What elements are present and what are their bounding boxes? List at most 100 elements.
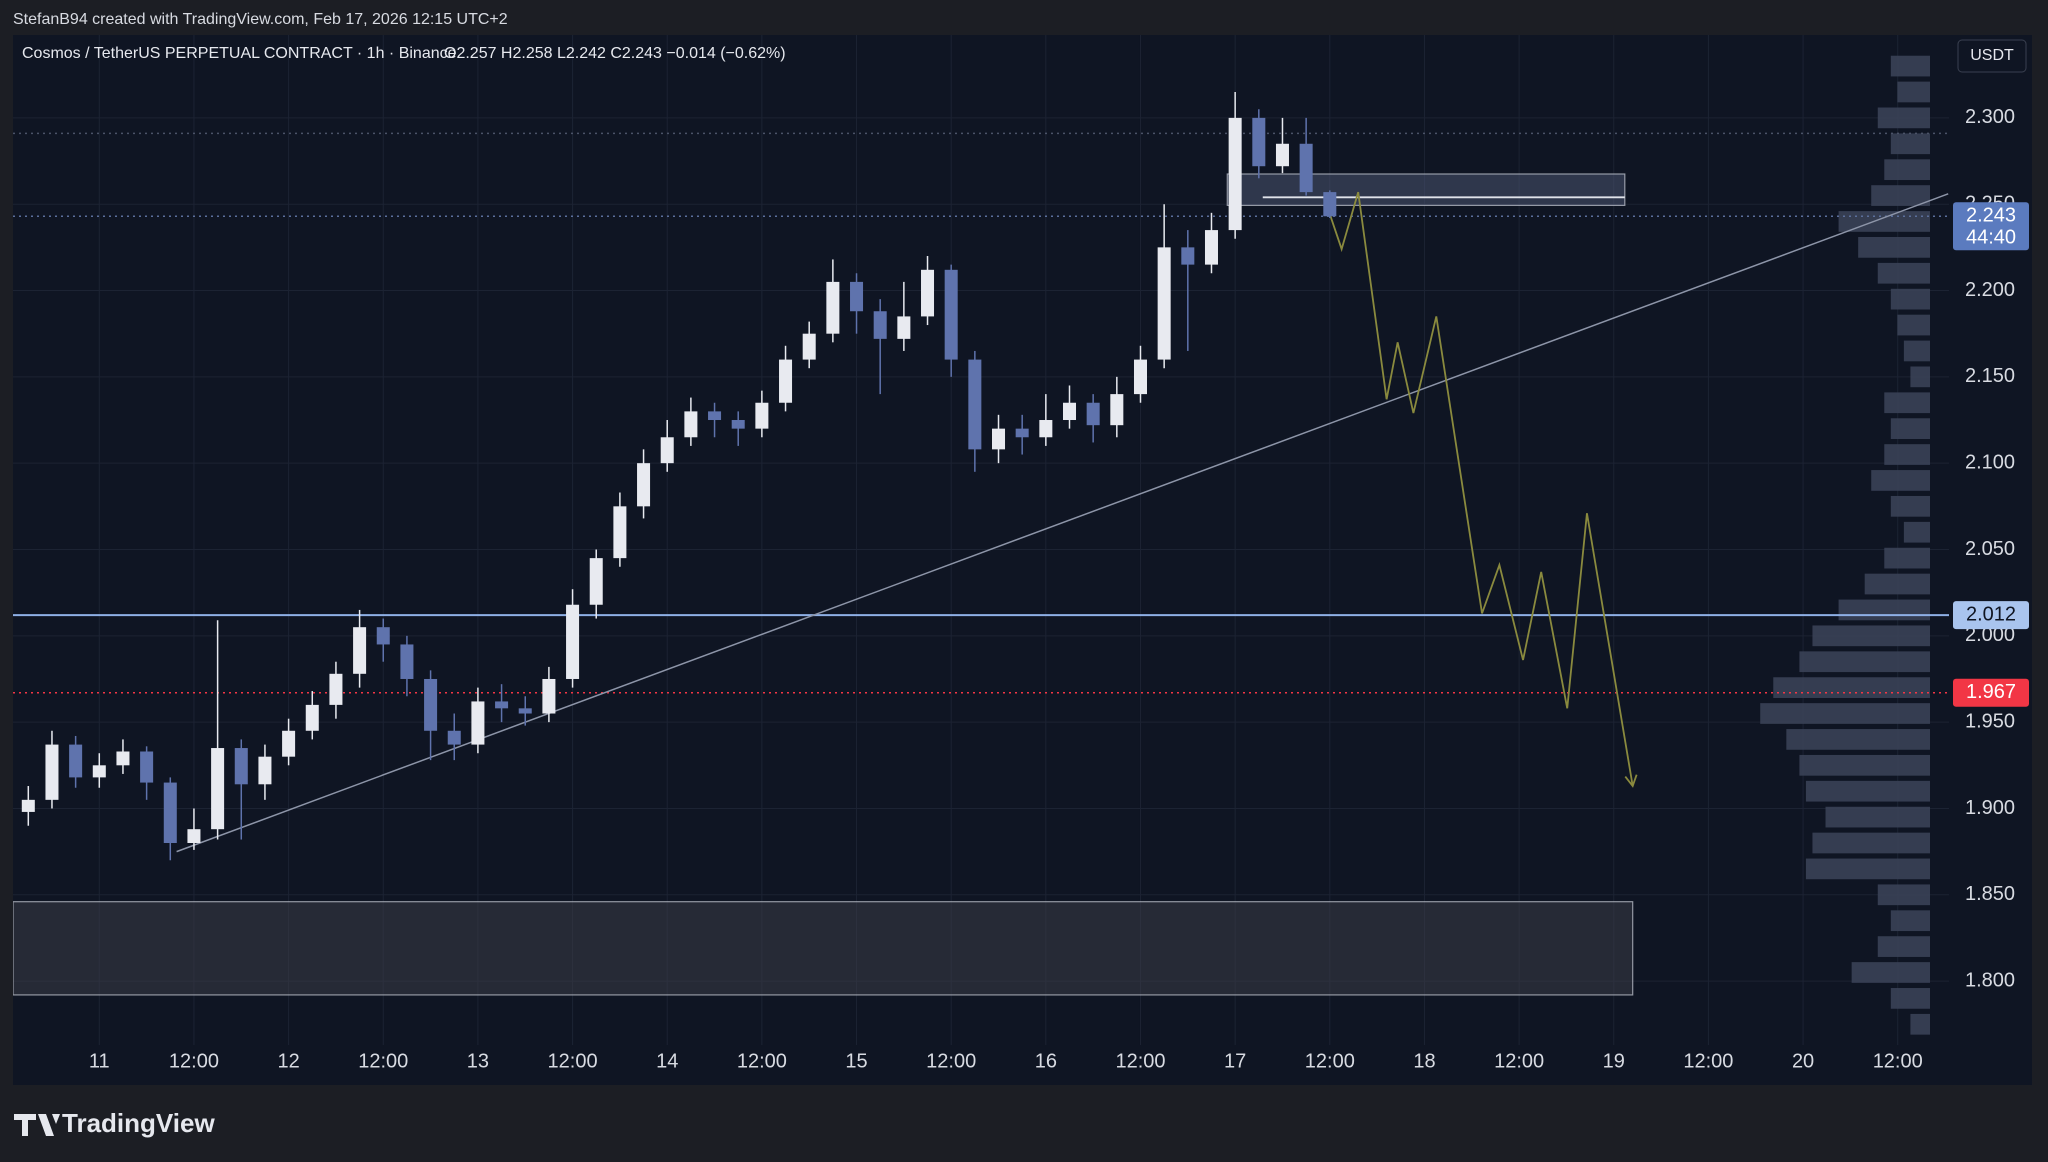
currency-box[interactable] <box>1957 39 2027 73</box>
candle-body <box>850 281 864 312</box>
volume-bar <box>1903 521 1930 543</box>
volume-bar <box>1890 55 1930 77</box>
credit: StefanB94 created with TradingView.com, … <box>13 11 508 28</box>
volume-bar <box>1871 470 1930 491</box>
candle-body <box>376 627 390 645</box>
candle-body <box>968 359 982 450</box>
price-label: 1.967 <box>1966 681 2016 703</box>
x-tick-label: 12:00 <box>358 1050 408 1072</box>
candle-body <box>116 751 130 766</box>
volume-bar <box>1890 133 1930 155</box>
x-tick-label: 14 <box>656 1050 678 1072</box>
volume-bar <box>1799 651 1930 673</box>
candle-body <box>897 316 911 339</box>
y-tick-label: 2.050 <box>1965 538 2015 560</box>
price-label-timer: 44:40 <box>1966 227 2016 249</box>
volume-bar <box>1897 81 1930 103</box>
y-tick-label: 2.150 <box>1965 365 2015 387</box>
candle-body <box>1299 143 1313 193</box>
candle-body <box>637 463 651 507</box>
price-label-box <box>1953 202 2029 251</box>
x-tick-label: 15 <box>845 1050 867 1072</box>
x-tick-label: 12:00 <box>926 1050 976 1072</box>
x-tick-label: 20 <box>1792 1050 1814 1072</box>
candle-body <box>992 428 1006 450</box>
volume-bar <box>1884 392 1930 414</box>
candle-body <box>447 730 461 745</box>
candle-body <box>1228 117 1242 231</box>
candle-body <box>258 756 272 785</box>
volume-bar <box>1864 573 1930 595</box>
candle-body <box>1323 192 1337 217</box>
volume-bar <box>1825 806 1930 828</box>
candle-body <box>542 678 556 714</box>
candle-body <box>140 751 154 783</box>
volume-bar <box>1877 884 1930 906</box>
volume-bar <box>1877 107 1930 129</box>
zone <box>1226 173 1626 207</box>
x-tick-label: 12:00 <box>548 1050 598 1072</box>
candle-body <box>305 704 319 731</box>
volume-bar <box>1871 185 1930 206</box>
candle-body <box>187 829 201 843</box>
candle-body <box>329 673 343 705</box>
candle-body <box>1086 402 1100 426</box>
volume-bar <box>1890 495 1930 517</box>
candle-body <box>1157 247 1171 360</box>
volume-bar <box>1812 625 1930 647</box>
logo-icon <box>14 1114 60 1136</box>
candle-body <box>1204 230 1218 265</box>
y-tick-label: 1.950 <box>1965 710 2015 732</box>
candle-body <box>1252 117 1266 167</box>
volume-bar <box>1786 729 1930 750</box>
candle-body <box>1110 394 1124 426</box>
candle-body <box>282 730 296 757</box>
candle-body <box>613 506 627 559</box>
x-tick-label: 19 <box>1603 1050 1625 1072</box>
volume-bar <box>1884 159 1930 181</box>
logo: TradingView <box>14 1108 215 1138</box>
x-tick-label: 12:00 <box>1494 1050 1544 1072</box>
candle-body <box>873 311 887 339</box>
candle-body <box>566 604 580 679</box>
candle-body <box>708 411 722 421</box>
volume-bar <box>1812 832 1930 854</box>
x-tick-label: 12:00 <box>169 1050 219 1072</box>
candle-body <box>731 420 745 429</box>
candle-body <box>353 627 367 674</box>
x-tick-label: 18 <box>1413 1050 1435 1072</box>
candle-body <box>518 708 532 714</box>
volume-bar <box>1877 262 1930 284</box>
candle-body <box>779 359 793 403</box>
y-tick-label: 2.300 <box>1965 106 2015 128</box>
candle-body <box>163 782 177 843</box>
candle-body <box>69 744 83 778</box>
volume-bar <box>1858 237 1930 258</box>
projection <box>1325 191 1634 787</box>
candle-body <box>21 799 35 812</box>
x-tick-label: 12:00 <box>1873 1050 1923 1072</box>
ohlc: O2.257 H2.258 L2.242 C2.243 −0.014 (−0.6… <box>444 45 786 62</box>
plot <box>13 35 1949 1045</box>
x-tick-label: 13 <box>467 1050 489 1072</box>
volume-bar <box>1799 754 1930 776</box>
volume-bar <box>1773 677 1930 698</box>
volume-bar <box>1805 858 1930 880</box>
currency[interactable]: USDT <box>1970 47 2014 64</box>
candle-body <box>495 701 509 709</box>
x-tick-label: 12:00 <box>1115 1050 1165 1072</box>
candle-body <box>589 558 603 605</box>
volume-bar <box>1838 599 1930 621</box>
candle-body <box>92 765 106 778</box>
volume-bar <box>1851 962 1930 983</box>
x-tick-label: 12:00 <box>1305 1050 1355 1072</box>
candle-body <box>802 333 816 360</box>
volume-bar <box>1805 780 1930 802</box>
candle-body <box>1015 428 1029 438</box>
x-tick-label: 11 <box>89 1050 110 1072</box>
arrow-head <box>1624 774 1638 788</box>
candle-body <box>424 678 438 731</box>
candle-body <box>234 748 248 785</box>
